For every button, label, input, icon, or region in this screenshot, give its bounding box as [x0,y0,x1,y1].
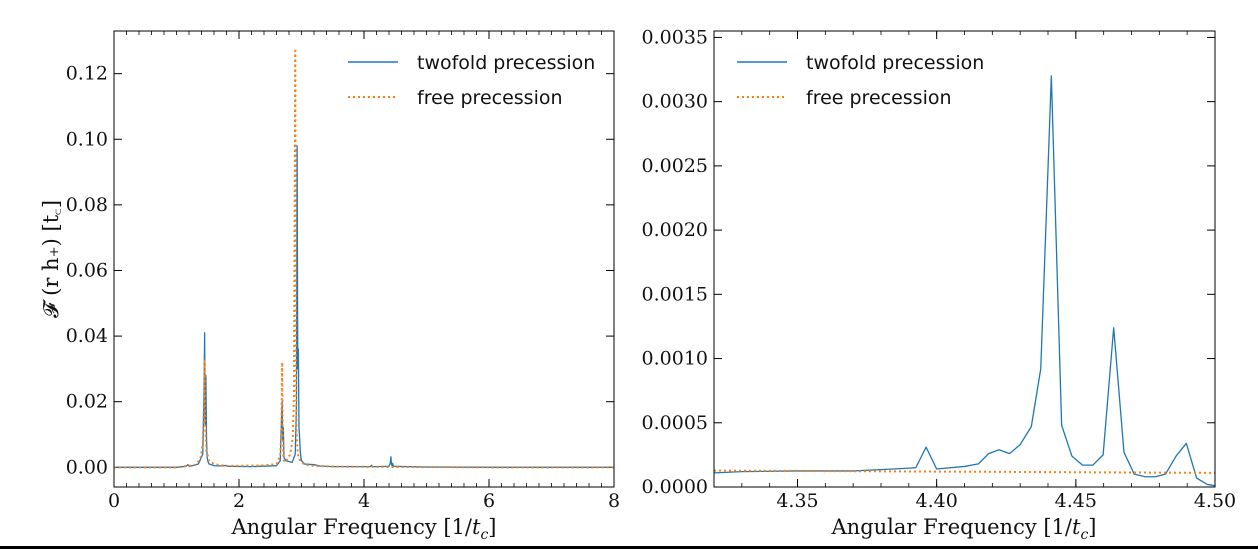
left-legend-label-free: free precession [417,87,563,109]
left-plot-frame [113,30,615,488]
right-plot-area [714,31,1215,487]
y-tick-label: 0.0035 [642,26,708,48]
x-tick-label: 4.40 [916,490,958,512]
right-plot-frame [713,30,1216,488]
y-tick-label: 0.0015 [642,283,708,305]
left-x-axis-label-var: t [472,515,481,539]
x-tick-label: 2 [233,490,245,512]
y-tick-label: 0.10 [66,128,108,150]
x-tick-label: 0 [108,490,120,512]
left-tick-labels: 0 2 4 6 8 0.00 0.02 0.04 0.06 0.08 0.10 0.12 [66,63,620,512]
y-tick-label: 0.0005 [642,412,708,434]
y-tick-label: 0.0010 [642,348,708,370]
right-x-axis-label-var: t [1072,515,1081,539]
y-tick-label: 0.00 [66,456,108,478]
x-tick-label: 4.35 [776,490,818,512]
right-x-axis-label-main: Angular Frequency [1/ [831,515,1073,539]
x-tick-label: 6 [483,490,495,512]
left-x-axis-label-end: ] [488,515,496,539]
x-tick-label: 8 [608,490,620,512]
left-x-axis-label: Angular Frequency [1/tc] [231,515,497,543]
left-x-axis-label-sub: c [480,527,488,543]
right-x-axis-label-sub: c [1080,527,1088,543]
x-tick-label: 4 [358,490,370,512]
series-twofold-precession [114,145,614,468]
right-legend-label-free: free precession [806,87,952,109]
right-legend: twofold precession free precession [737,52,984,109]
y-tick-label: 0.02 [66,391,108,413]
right-legend-label-twofold: twofold precession [806,52,984,74]
series-free-precession [714,469,1215,474]
y-tick-label: 0.0030 [642,91,708,113]
left-panel: 0 2 4 6 8 0.00 0.02 0.04 0.06 0.08 0.10 0.12 twofol… [39,30,620,543]
left-y-axis-label: 𝓕 (r h₊) [t꜀] [39,200,63,318]
right-x-axis-label-end: ] [1088,515,1096,539]
y-tick-label: 0.0025 [642,155,708,177]
y-tick-label: 0.04 [66,325,108,347]
left-x-axis-label-main: Angular Frequency [1/ [231,515,473,539]
left-legend-label-twofold: twofold precession [417,52,595,74]
x-tick-label: 4.50 [1194,490,1236,512]
right-tick-labels: 4.35 4.40 4.45 4.50 0.0000 0.0005 0.0010 0.0015… [642,26,1237,512]
right-panel: 4.35 4.40 4.45 4.50 0.0000 0.0005 0.0010 0.0015… [642,26,1237,543]
left-plot-area [114,31,614,487]
left-legend: twofold precession free precession [348,52,595,109]
y-tick-label: 0.08 [66,194,108,216]
right-x-axis-label: Angular Frequency [1/tc] [831,515,1097,543]
left-series-group [114,49,614,469]
y-tick-label: 0.12 [66,63,108,85]
x-tick-label: 4.45 [1055,490,1097,512]
bottom-rule [0,546,1258,549]
y-tick-label: 0.0000 [642,476,708,498]
y-tick-label: 0.06 [66,259,108,281]
right-series-group [714,75,1215,487]
y-tick-label: 0.0020 [642,219,708,241]
series-twofold-precession [714,75,1215,487]
